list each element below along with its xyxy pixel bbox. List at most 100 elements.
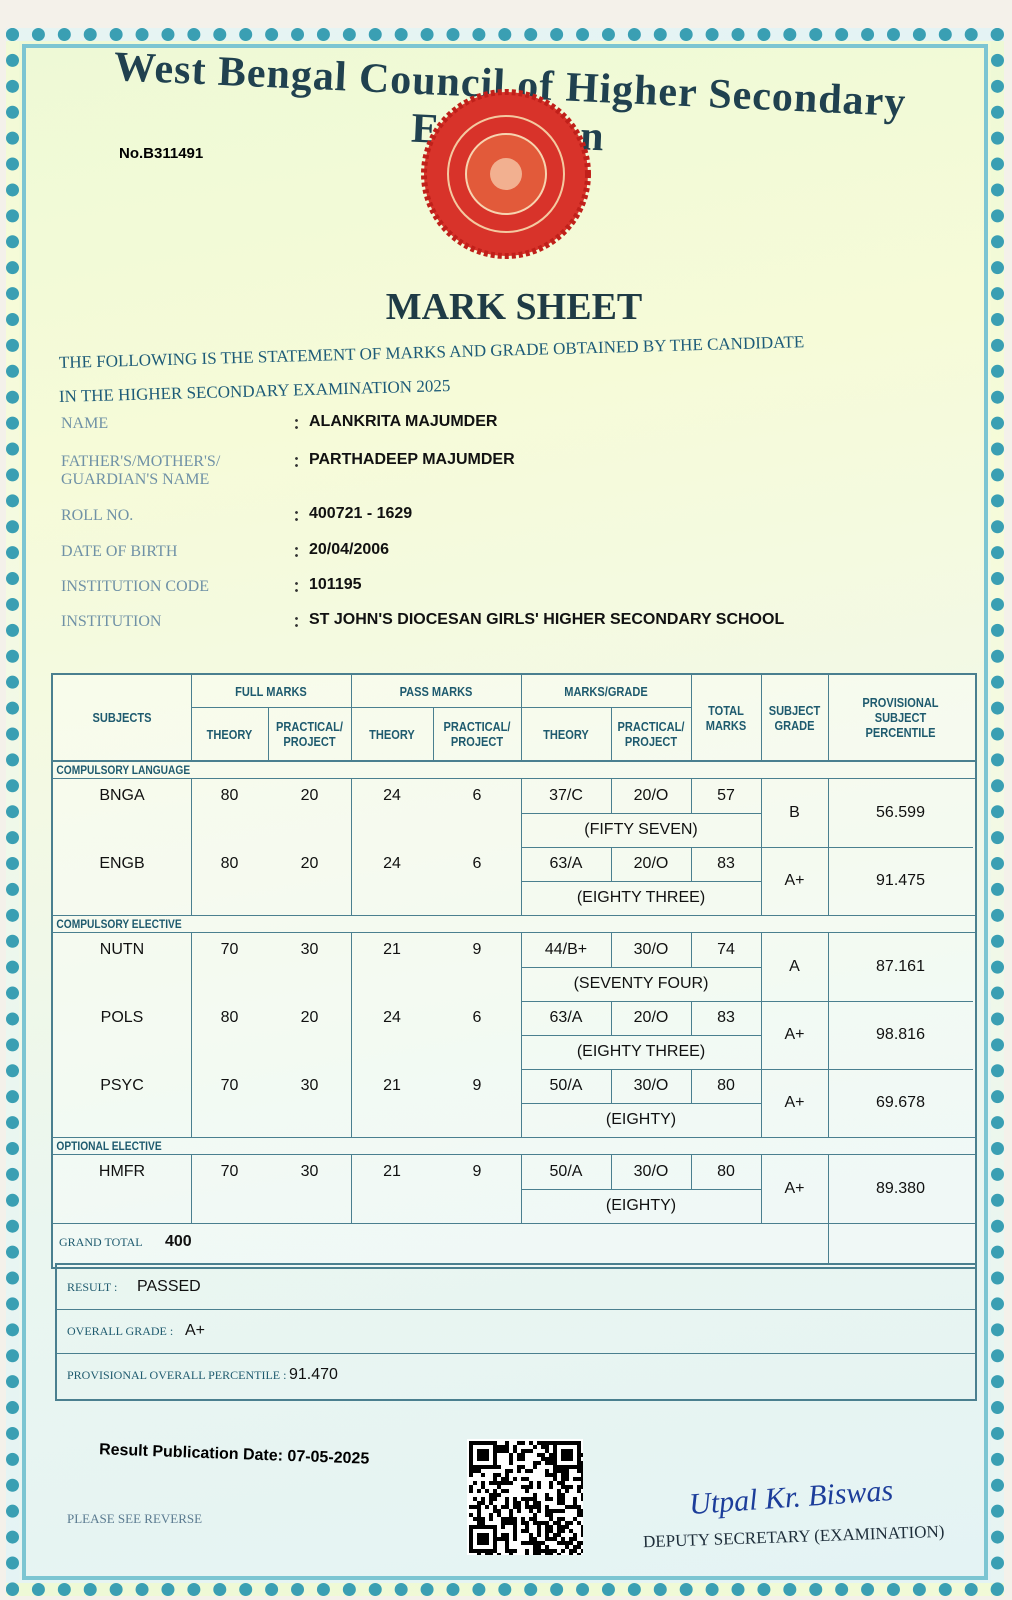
qr-module: [489, 1513, 493, 1517]
qr-module: [545, 1553, 549, 1555]
qr-module: [521, 1465, 525, 1469]
qr-module: [557, 1493, 561, 1497]
qr-module: [541, 1441, 545, 1445]
qr-module: [557, 1529, 561, 1533]
qr-module: [517, 1457, 521, 1461]
field-label: ROLL NO.: [61, 507, 134, 524]
qr-module: [577, 1513, 581, 1517]
qr-module: [513, 1497, 517, 1501]
qr-module: [557, 1481, 561, 1485]
rule: [691, 933, 692, 967]
qr-module: [529, 1497, 533, 1501]
qr-module: [521, 1457, 525, 1461]
qr-module: [509, 1481, 513, 1485]
qr-module: [505, 1489, 509, 1493]
subject-grade: A+: [784, 872, 805, 889]
qr-module: [537, 1481, 541, 1485]
rule: [691, 847, 692, 881]
qr-module: [509, 1453, 513, 1457]
qr-module: [525, 1489, 529, 1493]
qr-module: [481, 1481, 485, 1485]
qr-module: [577, 1485, 581, 1489]
qr-module: [537, 1461, 541, 1465]
rule: [761, 1155, 762, 1223]
qr-module: [545, 1509, 549, 1513]
qr-module: [533, 1445, 537, 1449]
qr-module: [477, 1521, 481, 1525]
qr-module: [577, 1469, 581, 1473]
qr-module: [573, 1549, 577, 1553]
mark: 20: [300, 855, 319, 872]
qr-module: [561, 1449, 573, 1461]
rule: [521, 933, 522, 1137]
qr-module: [509, 1469, 513, 1473]
qr-module: [553, 1537, 557, 1541]
qr-module: [497, 1465, 501, 1469]
qr-module: [565, 1469, 569, 1473]
subject-grade: A+: [784, 1094, 805, 1111]
qr-module: [561, 1529, 565, 1533]
subject-percentile: 89.380: [876, 1180, 925, 1197]
column-header: SUBJECTS: [92, 710, 152, 725]
qr-module: [505, 1473, 509, 1477]
rule: [53, 1154, 975, 1155]
qr-module: [577, 1477, 581, 1481]
qr-module: [517, 1453, 521, 1457]
qr-module: [477, 1553, 481, 1555]
total-marks: 83: [717, 1009, 735, 1026]
qr-module: [469, 1489, 473, 1493]
mark: 30: [300, 1077, 319, 1094]
qr-module: [569, 1505, 573, 1509]
rule: [53, 760, 975, 762]
qr-module: [541, 1521, 545, 1525]
publication-date: Result Publication Date: 07-05-2025: [98, 1441, 370, 1468]
qr-module: [581, 1465, 583, 1469]
qr-module: [497, 1553, 501, 1555]
qr-module: [537, 1505, 541, 1509]
qr-module: [553, 1549, 557, 1553]
qr-module: [493, 1489, 497, 1493]
qr-module: [581, 1477, 583, 1481]
subject: NUTN: [99, 941, 145, 958]
qr-module: [525, 1501, 529, 1505]
field-label: NAME: [61, 415, 109, 432]
field-value: PARTHADEEP MAJUMDER: [309, 451, 515, 468]
qr-module: [553, 1469, 557, 1473]
total-marks: 80: [717, 1077, 735, 1094]
qr-module: [557, 1509, 561, 1513]
statement-line: IN THE HIGHER SECONDARY EXAMINATION 2025: [58, 376, 451, 406]
rule: [691, 1155, 692, 1189]
qr-module: [485, 1553, 489, 1555]
qr-module: [489, 1517, 493, 1521]
subject-grade: A+: [784, 1180, 805, 1197]
qr-module: [557, 1533, 561, 1537]
qr-module: [485, 1489, 489, 1493]
subject-percentile: 56.599: [876, 804, 925, 821]
qr-module: [581, 1493, 583, 1497]
rule: [521, 1035, 761, 1036]
result-value: PASSED: [137, 1278, 201, 1295]
qr-module: [561, 1493, 565, 1497]
column-header: SUBJECT GRADE: [768, 702, 821, 733]
serial-number: No.B311491: [119, 145, 204, 162]
qr-module: [573, 1533, 577, 1537]
marks-obtained: 50/A: [549, 1077, 583, 1094]
qr-module: [529, 1541, 533, 1545]
rule: [53, 778, 975, 779]
qr-module: [505, 1441, 509, 1445]
qr-module: [533, 1549, 537, 1553]
qr-module: [561, 1477, 565, 1481]
qr-module: [525, 1505, 529, 1509]
qr-module: [505, 1449, 509, 1453]
mark: 9: [472, 1077, 482, 1094]
column-header: THEORY: [543, 726, 589, 742]
qr-module: [517, 1441, 521, 1445]
qr-module: [521, 1449, 525, 1453]
qr-module: [569, 1529, 573, 1533]
mark: 30: [300, 941, 319, 958]
rule: [691, 675, 692, 760]
qr-module: [569, 1537, 573, 1541]
qr-module: [545, 1549, 549, 1553]
qr-module: [549, 1497, 553, 1501]
colon: [295, 511, 298, 521]
